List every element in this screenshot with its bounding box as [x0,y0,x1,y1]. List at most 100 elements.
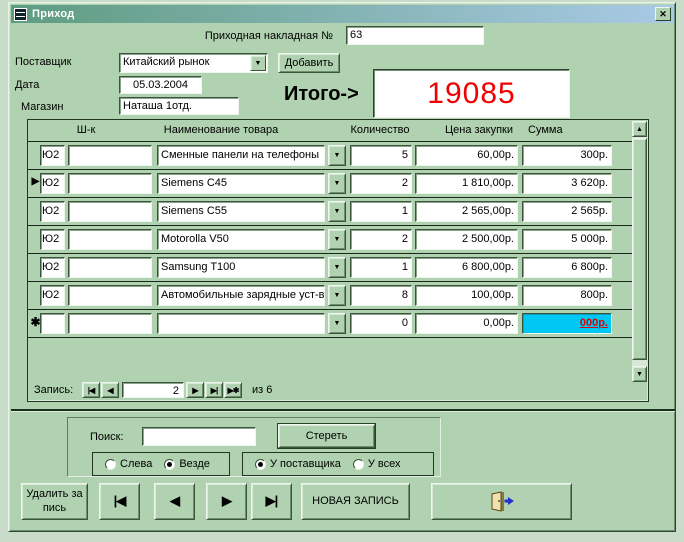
table-row: Ю2 Siemens C55 ▼ 1 2 565,00р. 2 565р. [28,198,632,226]
shop-input[interactable]: Наташа 1отд. [119,97,239,115]
next-record-icon[interactable]: ▶ [186,382,204,398]
product-name-cell[interactable]: Автомобильные зарядные уст-в. [157,285,325,306]
supplier-combobox[interactable]: Китайский рынок ▼ [119,53,268,73]
column-header-shk[interactable]: Ш-к [76,124,96,136]
product-dropdown-icon[interactable]: ▼ [328,173,346,194]
code-cell[interactable]: Ю2 [40,229,65,250]
quantity-cell[interactable]: 8 [350,285,412,306]
exit-button[interactable] [431,483,572,520]
radio-left[interactable]: Слева [105,458,152,470]
column-header-qty[interactable]: Количество [350,124,410,136]
search-panel: Поиск: Стереть Слева Везде У поставщика … [67,417,441,477]
price-cell[interactable]: 2 565,00р. [415,201,518,222]
delete-record-button[interactable]: Удалить за пись [21,483,88,520]
product-name-cell[interactable]: Сменные панели на телефоны [157,145,325,166]
sum-cell[interactable]: 300р. [522,145,612,166]
product-dropdown-icon[interactable]: ▼ [328,201,346,222]
clear-search-button[interactable]: Стереть [277,423,376,449]
shk-cell[interactable] [68,173,152,194]
shk-cell[interactable] [68,257,152,278]
shk-cell[interactable] [68,313,152,334]
previous-record-icon[interactable]: ◀ [101,382,119,398]
product-dropdown-icon[interactable]: ▼ [328,229,346,250]
quantity-cell[interactable]: 5 [350,145,412,166]
radio-at-all-circle[interactable] [352,458,364,470]
new-record-icon[interactable]: ▶✱ [224,382,242,398]
quantity-cell[interactable]: 2 [350,173,412,194]
quantity-cell[interactable]: 2 [350,229,412,250]
datasheet-header: Ш-к Наименование товара Количество Цена … [28,120,632,142]
row-selector[interactable]: ✱ [30,315,41,329]
product-name-cell[interactable]: Siemens C45 [157,173,325,194]
price-cell[interactable]: 100,00р. [415,285,518,306]
invoice-number-input[interactable]: 63 [346,26,484,45]
first-record-icon[interactable]: |◀ [82,382,100,398]
code-cell[interactable]: Ю2 [40,257,65,278]
vertical-scrollbar[interactable]: ▲ ▼ [632,121,647,382]
code-cell[interactable]: Ю2 [40,145,65,166]
product-name-cell[interactable]: Motorolla V50 [157,229,325,250]
sum-cell[interactable]: 2 565р. [522,201,612,222]
table-row: ▶ Ю2 Siemens C45 ▼ 2 1 810,00р. 3 620р. [28,170,632,198]
radio-everywhere[interactable]: Везде [164,458,210,470]
close-icon[interactable]: ✕ [655,7,671,21]
quantity-cell[interactable]: 0 [350,313,412,334]
product-dropdown-icon[interactable]: ▼ [328,285,346,306]
scroll-down-icon[interactable]: ▼ [632,366,647,382]
product-name-cell[interactable]: Siemens C55 [157,201,325,222]
scroll-up-icon[interactable]: ▲ [632,121,647,137]
footer-divider [11,409,675,411]
add-supplier-button[interactable]: Добавить [278,53,340,73]
previous-record-button[interactable]: ◀ [154,483,195,520]
price-cell[interactable]: 1 810,00р. [415,173,518,194]
price-cell[interactable]: 6 800,00р. [415,257,518,278]
next-record-button[interactable]: ▶ [206,483,247,520]
items-datasheet: Ш-к Наименование товара Количество Цена … [27,119,649,402]
last-record-button[interactable]: ▶| [251,483,292,520]
product-name-cell[interactable] [157,313,325,334]
price-cell[interactable]: 2 500,00р. [415,229,518,250]
product-dropdown-icon[interactable]: ▼ [328,257,346,278]
shk-cell[interactable] [68,229,152,250]
code-cell[interactable]: Ю2 [40,201,65,222]
sum-cell[interactable]: 5 000р. [522,229,612,250]
sum-cell[interactable]: 000р. [522,313,612,334]
price-cell[interactable]: 60,00р. [415,145,518,166]
column-header-name[interactable]: Наименование товара [163,124,279,136]
radio-at-all[interactable]: У всех [352,458,401,470]
row-selector[interactable]: ▶ [31,176,40,187]
radio-at-all-label: У всех [367,458,401,470]
shk-cell[interactable] [68,201,152,222]
scrollbar-thumb[interactable] [632,138,647,360]
quantity-cell[interactable]: 1 [350,257,412,278]
column-header-sum[interactable]: Сумма [528,124,563,136]
chevron-down-icon[interactable]: ▼ [250,55,266,71]
next-record-icon: ▶ [222,493,232,509]
product-dropdown-icon[interactable]: ▼ [328,313,346,334]
sum-cell[interactable]: 6 800р. [522,257,612,278]
shk-cell[interactable] [68,285,152,306]
last-record-icon[interactable]: ▶| [205,382,223,398]
code-cell[interactable]: Ю2 [40,285,65,306]
titlebar[interactable]: Приход ✕ [11,5,673,23]
radio-everywhere-circle[interactable] [164,458,176,470]
code-cell[interactable] [40,313,65,334]
column-header-price[interactable]: Цена закупки [444,124,513,136]
product-name-cell[interactable]: Samsung T100 [157,257,325,278]
radio-at-supplier-circle[interactable] [255,458,266,470]
radio-at-supplier[interactable]: У поставщика [255,458,341,470]
product-dropdown-icon[interactable]: ▼ [328,145,346,166]
current-record-input[interactable]: 2 [122,382,184,398]
shk-cell[interactable] [68,145,152,166]
search-input[interactable] [142,427,256,446]
price-cell[interactable]: 0,00р. [415,313,518,334]
sum-cell[interactable]: 800р. [522,285,612,306]
new-record-button[interactable]: НОВАЯ ЗАПИСЬ [301,483,410,520]
quantity-cell[interactable]: 1 [350,201,412,222]
code-cell[interactable]: Ю2 [40,173,65,194]
date-input[interactable]: 05.03.2004 [119,76,202,94]
first-record-button[interactable]: |◀ [99,483,140,520]
radio-left-circle[interactable] [105,458,116,470]
sum-cell[interactable]: 3 620р. [522,173,612,194]
